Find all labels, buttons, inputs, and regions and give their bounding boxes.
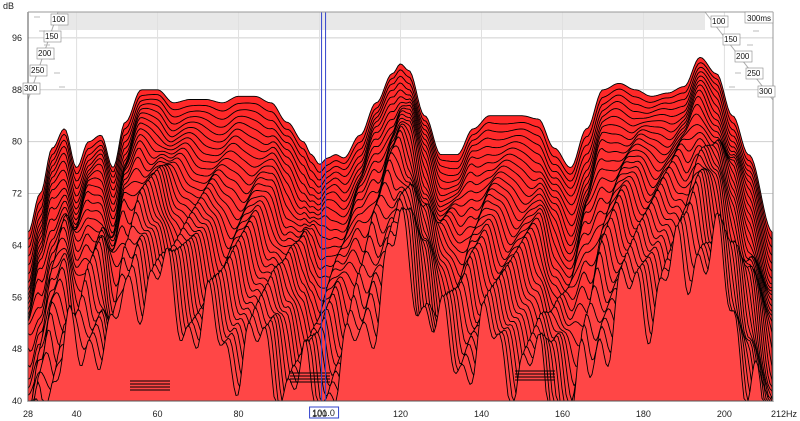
time-label-box	[36, 47, 55, 60]
time-label: 300	[24, 84, 38, 93]
x-tick-label: 60	[153, 409, 163, 419]
x-tick-labels: 28 40 60 80 100 120 140 160 180 200 212Hz	[23, 409, 798, 419]
time-label: 100	[712, 17, 726, 26]
y-tick-label: 64	[12, 240, 22, 250]
waterfall-slice	[27, 206, 774, 402]
x-tick-label: 40	[72, 409, 82, 419]
time-label-box	[43, 30, 62, 43]
x-tick-label: 100	[312, 409, 327, 419]
x-tick-label: 212Hz	[771, 409, 798, 419]
y-tick-labels: 96 88 80 72 64 56 48 40	[12, 33, 22, 406]
y-tick-label: 48	[12, 344, 22, 354]
time-label-box	[757, 85, 776, 98]
time-label: 250	[31, 66, 45, 75]
time-label: 150	[45, 32, 59, 41]
y-tick-label: 40	[12, 396, 22, 406]
time-labels-left: 100 150 200 250 300	[22, 13, 69, 95]
time-label: 250	[747, 69, 761, 78]
y-unit-label: dB	[3, 1, 14, 11]
y-tick-label: 56	[12, 292, 22, 302]
time-label-box	[710, 15, 729, 28]
y-tick-label: 72	[12, 189, 22, 199]
time-label: 200	[38, 49, 52, 58]
time-unit-label: 300ms	[747, 14, 771, 23]
time-label: 300	[759, 87, 773, 96]
time-label: 150	[724, 35, 738, 44]
waterfall-slices	[27, 56, 774, 402]
x-tick-label: 200	[717, 409, 732, 419]
time-labels-right: 100 150 200 250 300 300ms	[710, 11, 776, 98]
time-label-box	[50, 13, 69, 26]
time-label-box	[745, 67, 764, 80]
x-tick-label: 28	[23, 409, 33, 419]
frequency-cursor[interactable]: 101.0	[309, 12, 340, 419]
time-label-box	[22, 82, 41, 95]
axes	[27, 11, 774, 402]
time-label-box	[722, 33, 741, 46]
time-unit-box	[744, 11, 774, 24]
time-label-box	[29, 64, 48, 77]
y-tick-label: 96	[12, 33, 22, 43]
cursor-label-box	[309, 406, 340, 419]
cursor-label: 101.0	[312, 408, 335, 418]
y-tick-label: 88	[12, 85, 22, 95]
time-label: 200	[736, 52, 750, 61]
time-label-box	[734, 50, 753, 63]
x-tick-label: 140	[474, 409, 489, 419]
x-tick-label: 160	[555, 409, 570, 419]
x-tick-label: 180	[636, 409, 651, 419]
x-tick-label: 80	[234, 409, 244, 419]
y-tick-label: 80	[12, 137, 22, 147]
x-tick-label: 120	[393, 409, 408, 419]
back-wall	[58, 12, 705, 30]
time-label: 100	[52, 15, 66, 24]
